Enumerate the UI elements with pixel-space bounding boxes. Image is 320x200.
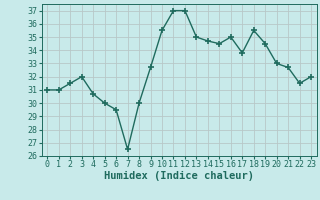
X-axis label: Humidex (Indice chaleur): Humidex (Indice chaleur) [104,171,254,181]
